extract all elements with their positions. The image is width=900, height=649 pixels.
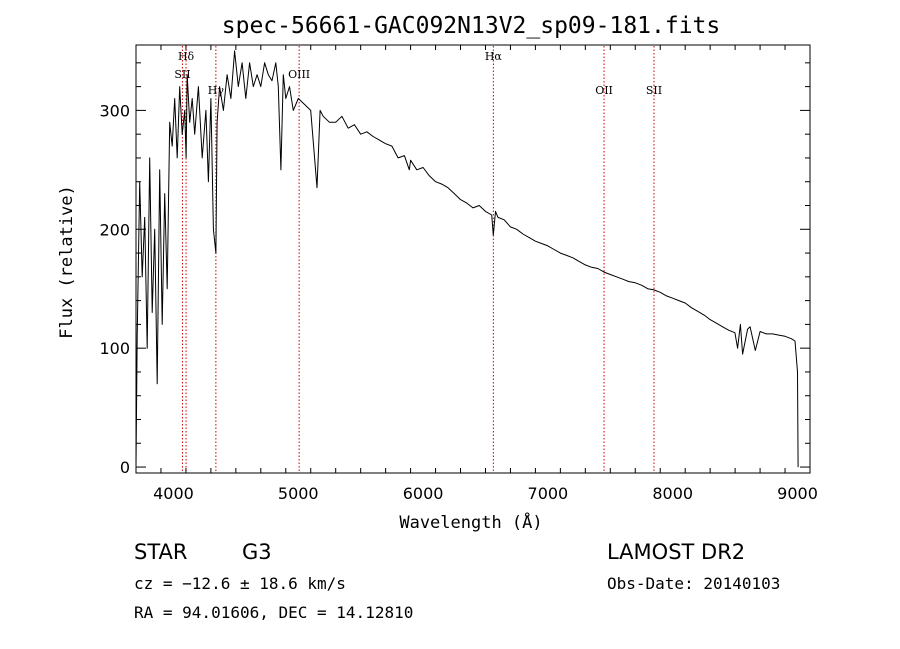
x-tick-label-0: 4000 (153, 484, 194, 503)
y-tick-label-0: 0 (120, 458, 130, 477)
coordinates: RA = 94.01606, DEC = 14.12810 (134, 603, 414, 622)
spectral-subclass: G3 (242, 540, 272, 564)
x-tick-label-3: 7000 (528, 484, 569, 503)
line-marker-label-0: Hδ (178, 50, 195, 63)
line-marker-label-6: SII (646, 84, 662, 97)
y-tick-label-3: 300 (99, 101, 130, 120)
y-tick-label-1: 100 (99, 339, 130, 358)
x-tick-label-5: 9000 (777, 484, 818, 503)
line-marker-label-1: SII (174, 68, 190, 81)
chart-title: spec-56661-GAC092N13V2_sp09-181.fits (222, 13, 721, 39)
x-tick-label-1: 5000 (278, 484, 319, 503)
x-axis-label: Wavelength (Å) (399, 511, 542, 533)
redshift-velocity: cz = −12.6 ± 18.6 km/s (134, 574, 346, 593)
line-marker-label-4: Hα (485, 50, 503, 63)
x-tick-label-4: 8000 (652, 484, 693, 503)
observation-date: Obs-Date: 20140103 (607, 574, 781, 593)
line-marker-label-2: Hγ (208, 84, 225, 97)
survey-name: LAMOST DR2 (607, 540, 746, 564)
line-marker-label-3: OIII (288, 68, 310, 81)
line-marker-label-5: OII (595, 84, 613, 97)
y-axis-label: Flux (relative) (57, 185, 77, 339)
object-class: STAR (134, 540, 188, 564)
x-tick-label-2: 6000 (403, 484, 444, 503)
y-tick-label-2: 200 (99, 220, 130, 239)
spectrum-line-0 (135, 50, 799, 468)
plot-frame (135, 44, 811, 474)
